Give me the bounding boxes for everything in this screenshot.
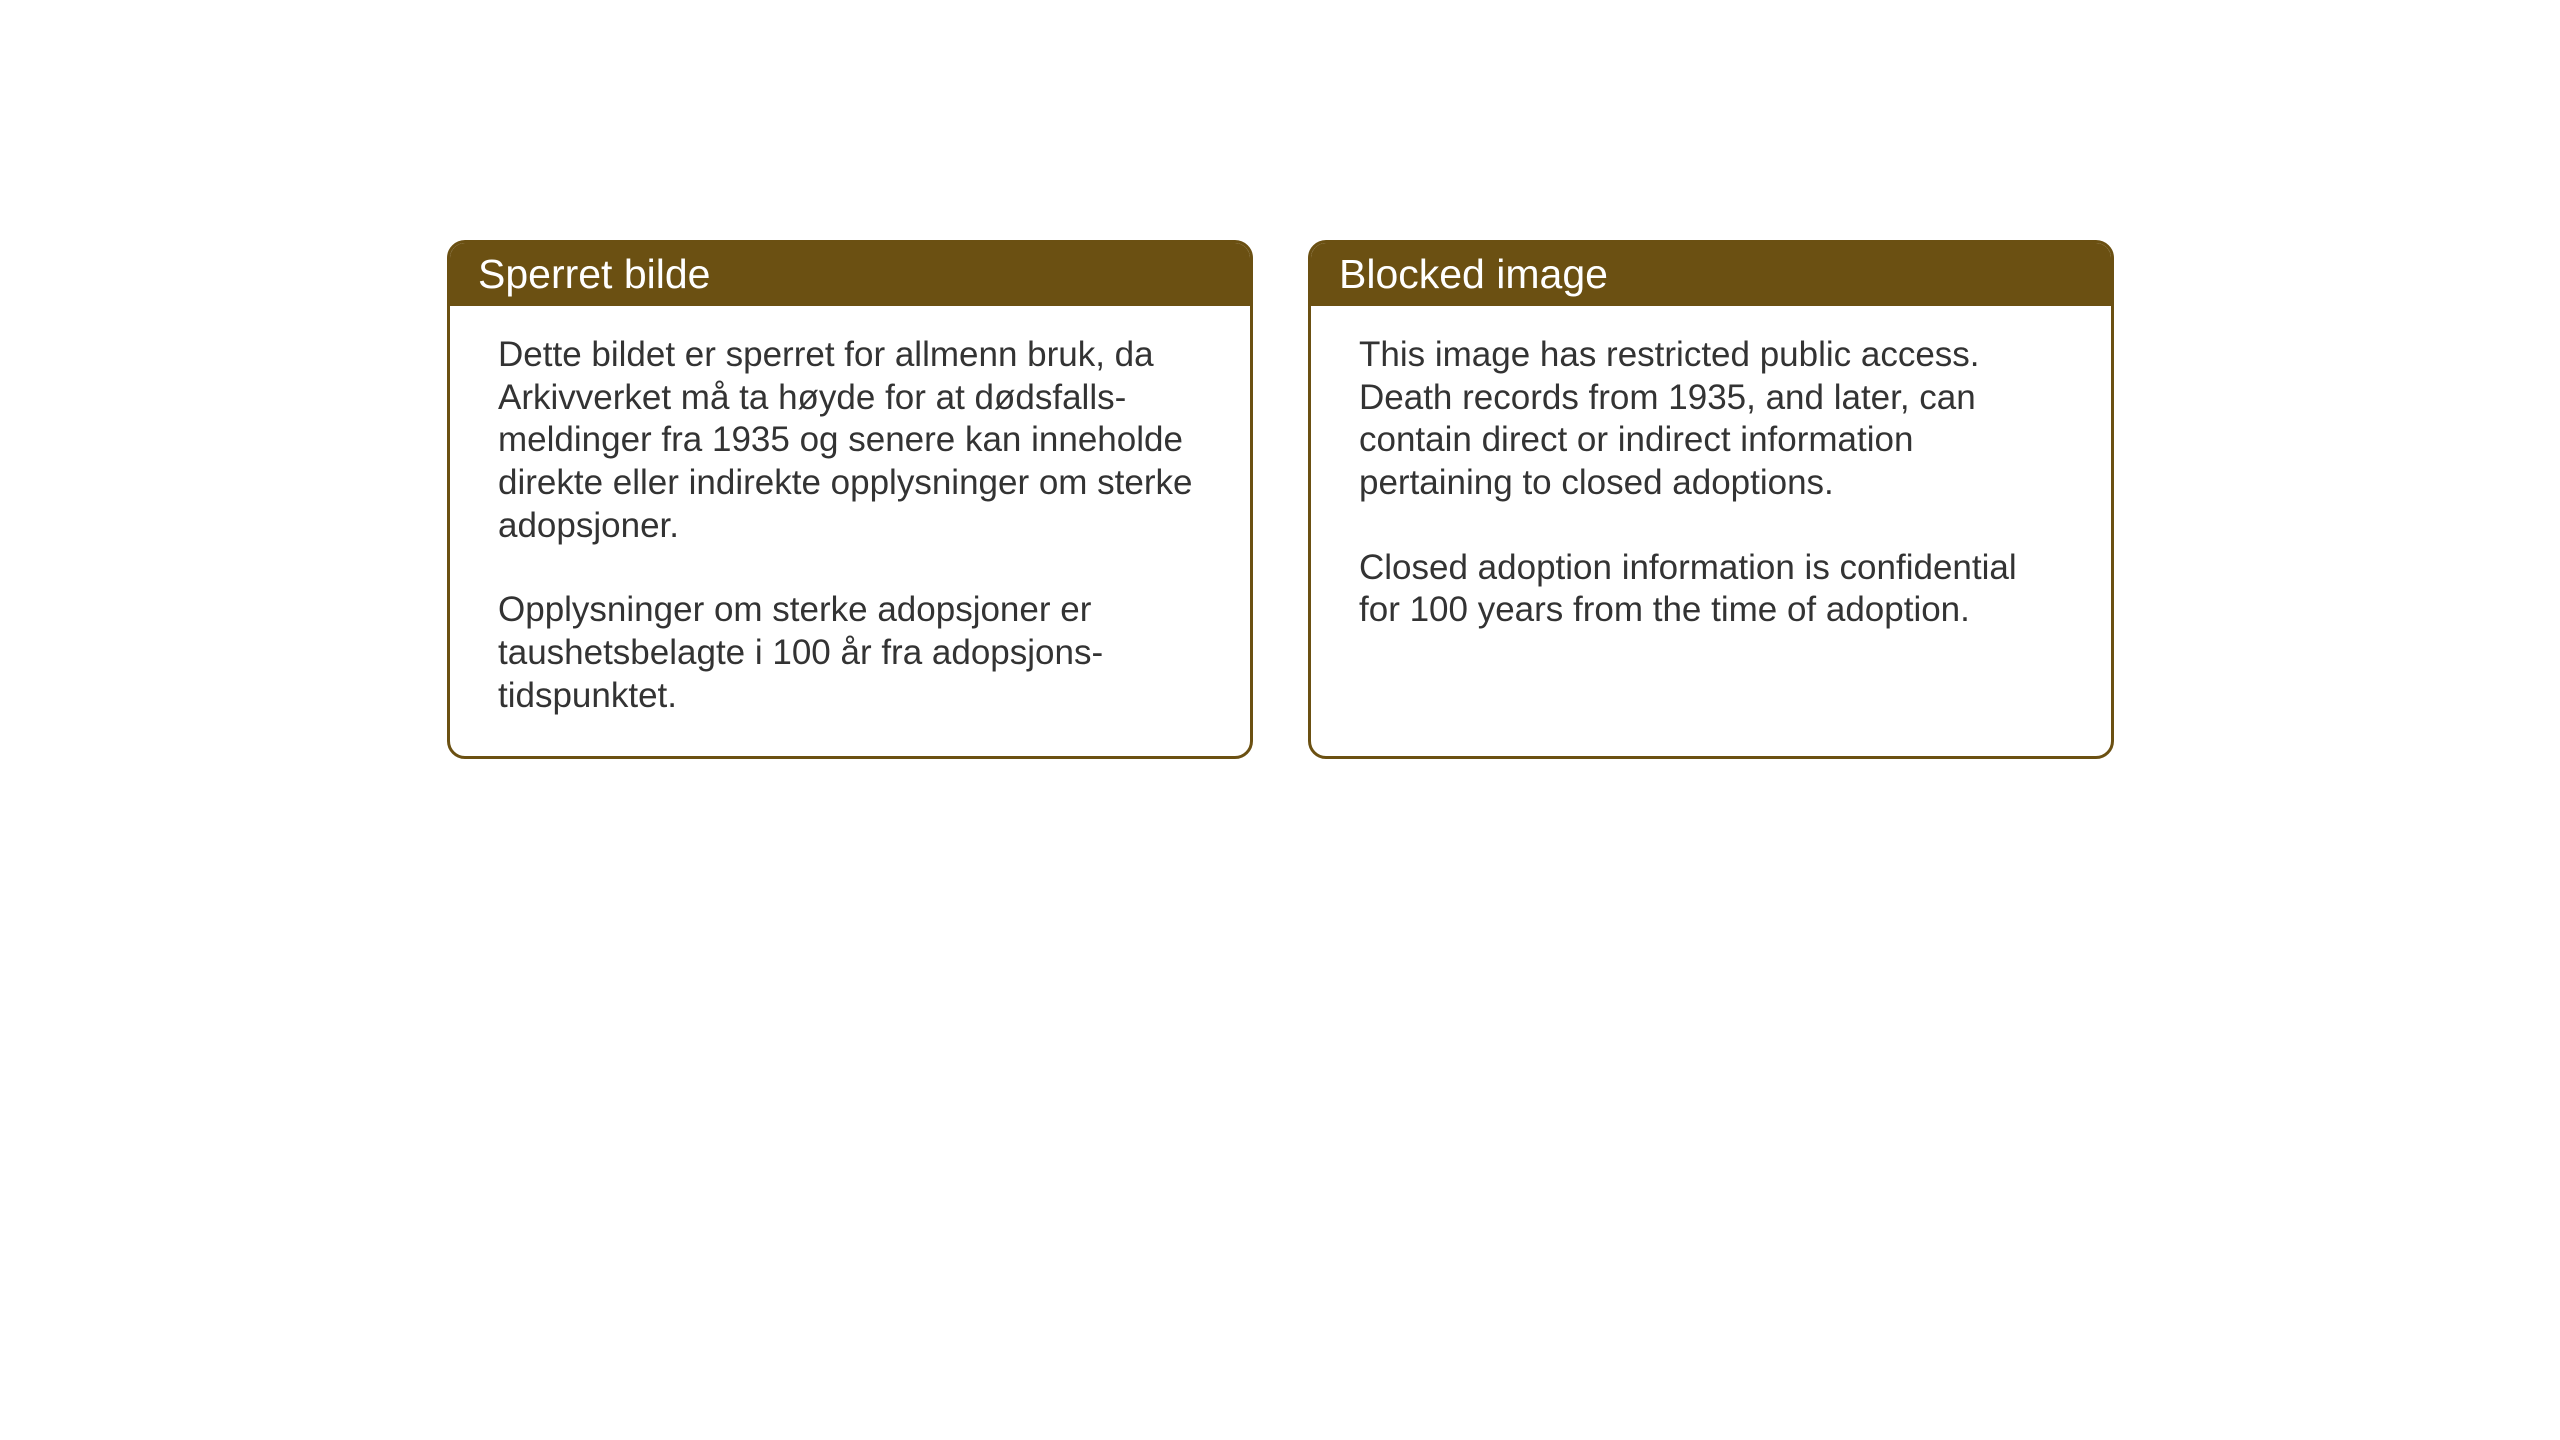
notice-header-english: Blocked image <box>1311 243 2111 306</box>
notice-paragraph: Opplysninger om sterke adopsjoner er tau… <box>498 589 1202 717</box>
notice-paragraph: Dette bildet er sperret for allmenn bruk… <box>498 334 1202 547</box>
notice-title: Sperret bilde <box>478 251 710 297</box>
notice-card-english: Blocked image This image has restricted … <box>1308 240 2114 759</box>
notice-card-norwegian: Sperret bilde Dette bildet er sperret fo… <box>447 240 1253 759</box>
notice-body-english: This image has restricted public access.… <box>1311 306 2111 670</box>
notice-body-norwegian: Dette bildet er sperret for allmenn bruk… <box>450 306 1250 756</box>
notice-header-norwegian: Sperret bilde <box>450 243 1250 306</box>
notice-title: Blocked image <box>1339 251 1608 297</box>
notice-paragraph: Closed adoption information is confident… <box>1359 547 2063 632</box>
notice-paragraph: This image has restricted public access.… <box>1359 334 2063 505</box>
notice-container: Sperret bilde Dette bildet er sperret fo… <box>447 240 2114 759</box>
